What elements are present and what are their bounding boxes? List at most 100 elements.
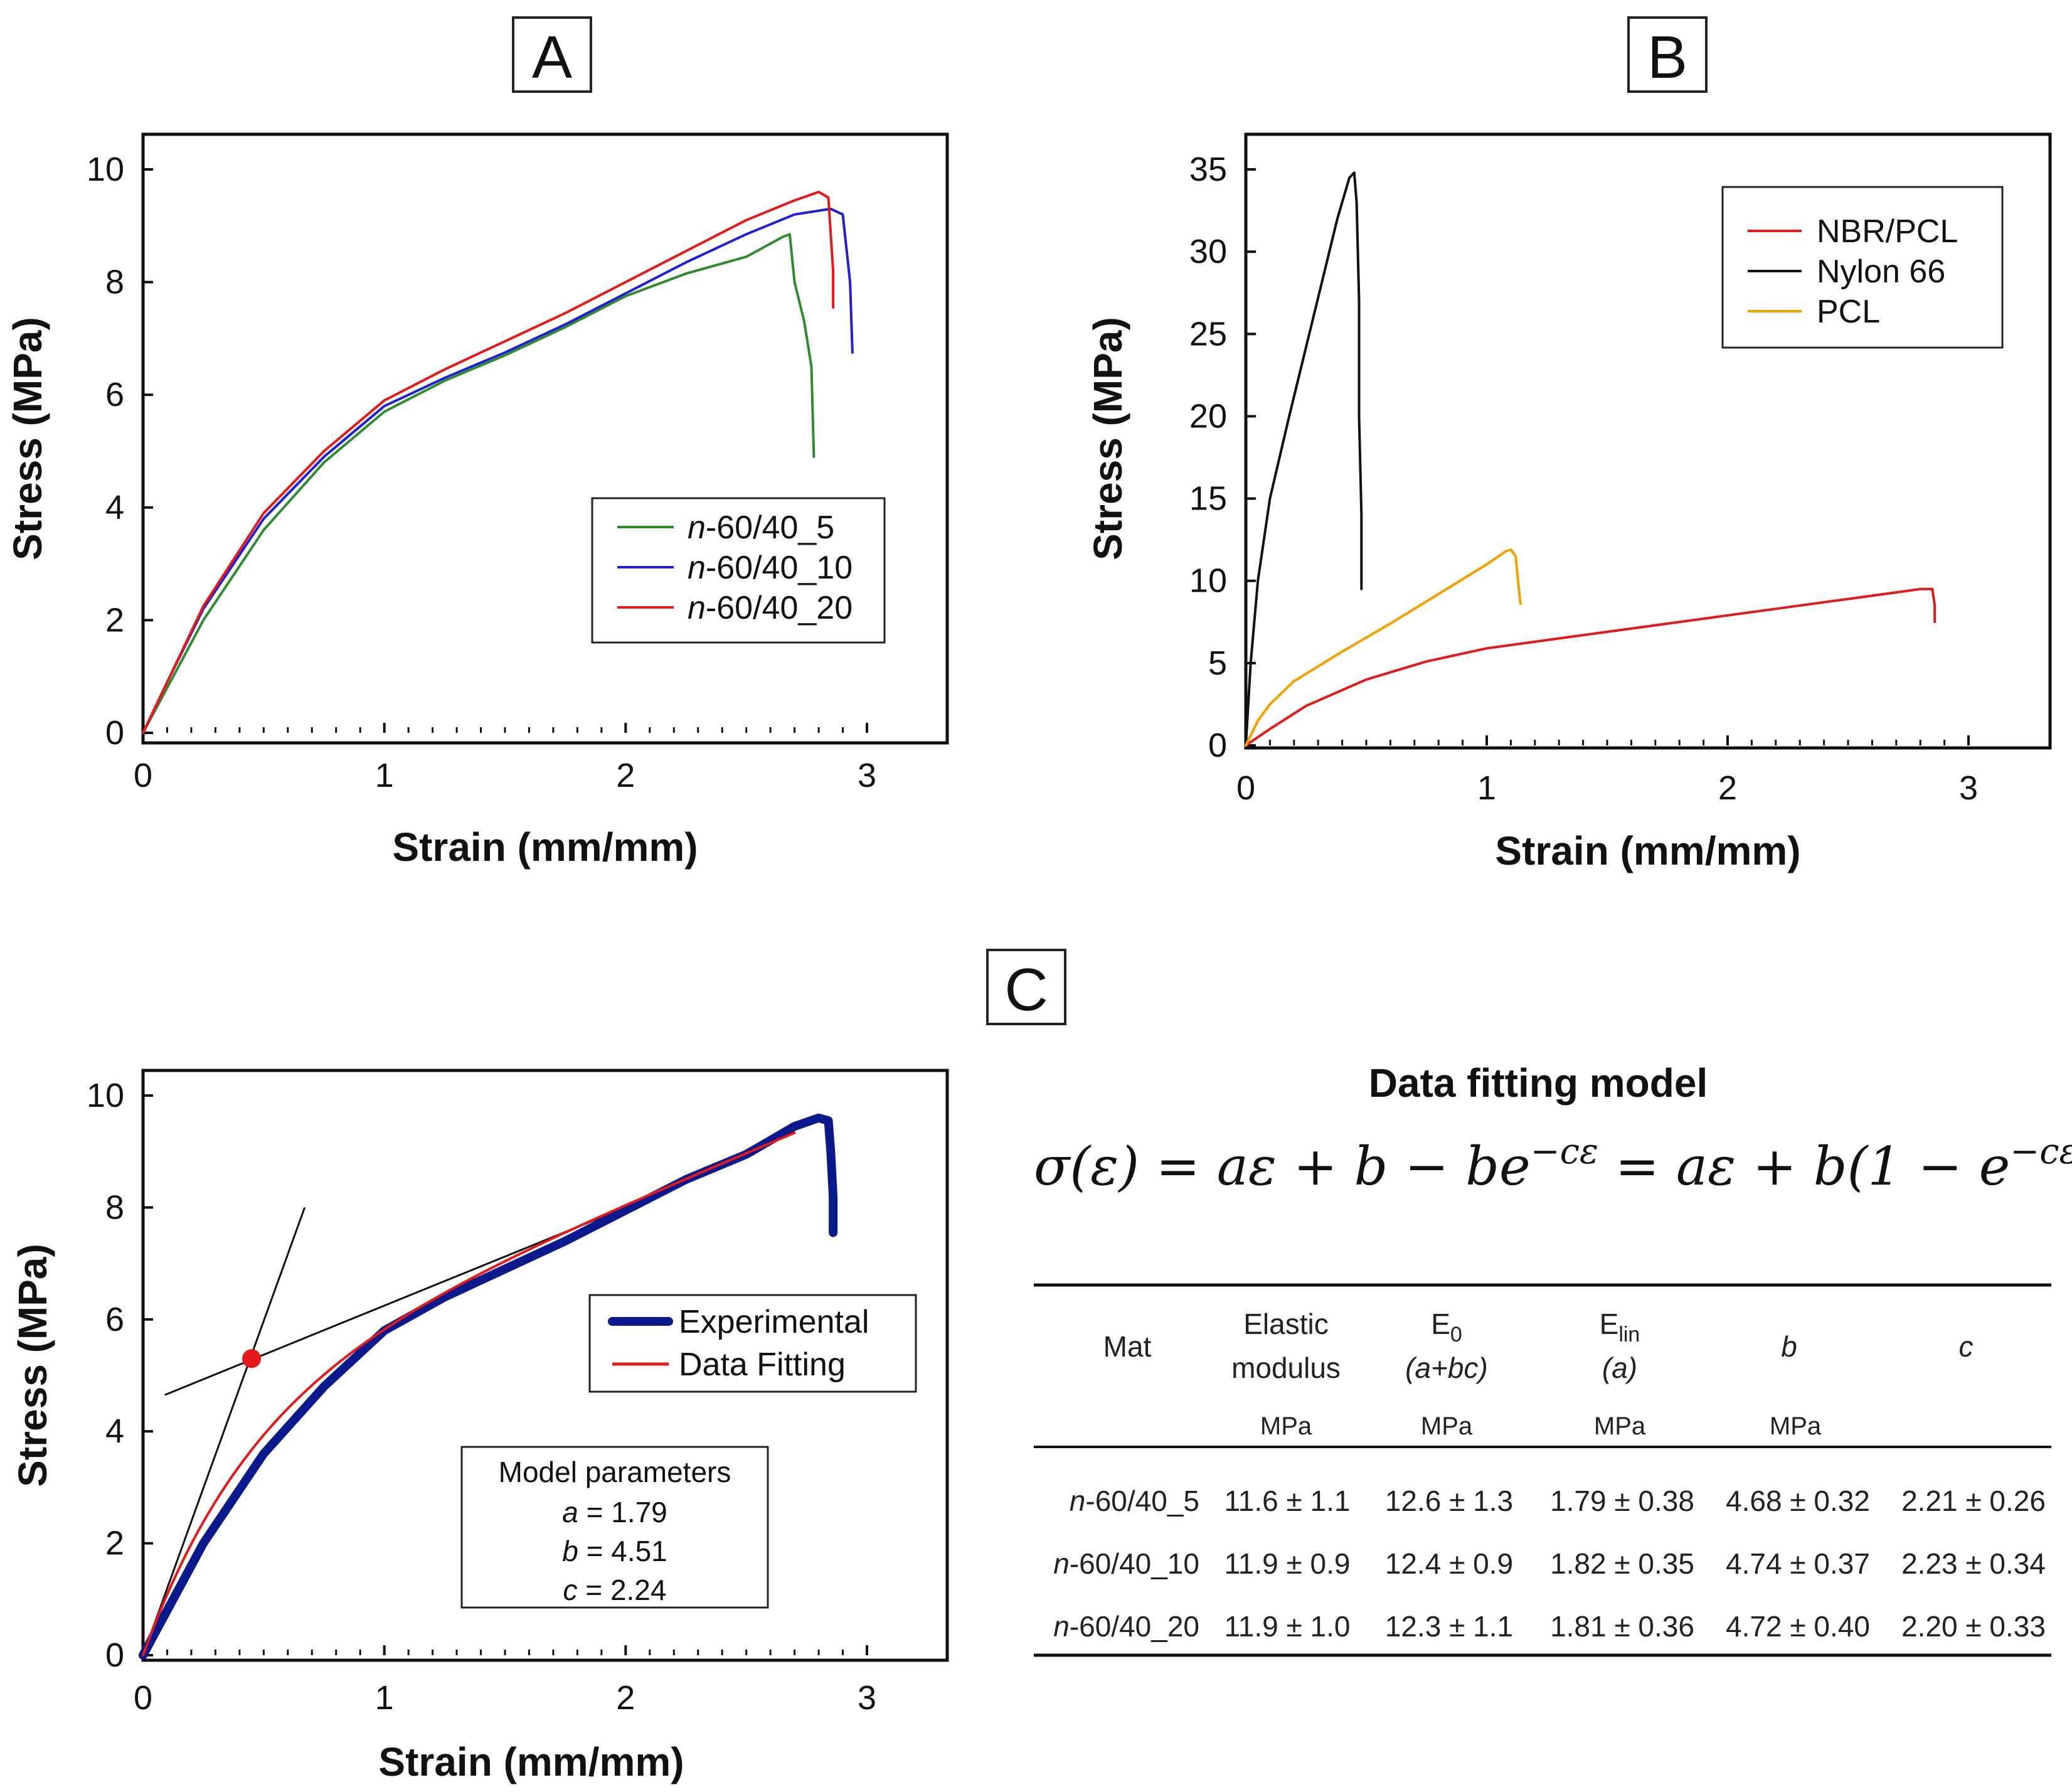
legend-a-label-1-suffix: -60/40_10	[706, 550, 853, 586]
table-unit-elastic: MPa	[1260, 1412, 1312, 1440]
legend-a-label-0-suffix: -60/40_5	[706, 509, 834, 546]
series-line-NBR/PCL	[1245, 587, 1937, 747]
intersection-marker	[242, 1349, 262, 1368]
table-row-0-name: -60/40_5	[1085, 1485, 1199, 1517]
legend-a-label-2-suffix: -60/40_20	[706, 590, 853, 626]
table-row-1-e0: 12.4 ± 0.9	[1385, 1547, 1513, 1580]
legend-a-label-1-prefix: n	[688, 550, 706, 586]
table-row-0-prefix: n	[1070, 1485, 1086, 1517]
chart-c-xlabel: Strain (mm/mm)	[378, 1739, 684, 1784]
table-row-2-b: 4.72 ± 0.40	[1726, 1610, 1870, 1643]
model-param-c: c = 2.24	[563, 1574, 667, 1606]
table-header-e0-main: E	[1431, 1308, 1450, 1340]
y-tick-label: 0	[1208, 727, 1227, 764]
legend-b-label-2: PCL	[1817, 294, 1880, 330]
table-header-e0-sub: 0	[1450, 1323, 1462, 1347]
y-tick-label: 6	[105, 376, 124, 413]
table-row-1-c: 2.23 ± 0.34	[1901, 1547, 2046, 1580]
table-header-b: b	[1781, 1330, 1797, 1363]
table-unit-b: MPa	[1770, 1412, 1822, 1440]
series-line-Data Fitting	[142, 1131, 796, 1656]
y-tick-label: 2	[105, 1525, 124, 1562]
panel-c-label-box	[986, 949, 1066, 1025]
table-header-mat: Mat	[1103, 1330, 1152, 1363]
series-line-PCL	[1245, 548, 1522, 747]
x-tick-label: 3	[1959, 769, 1978, 807]
chart-a-frame	[141, 132, 949, 745]
chart-c-lines	[139, 1113, 838, 1660]
tangent-line-1	[164, 1207, 626, 1396]
table-row-2-elin: 1.81 ± 0.36	[1550, 1610, 1694, 1643]
table-row-0-e0: 12.6 ± 1.3	[1385, 1485, 1513, 1517]
y-tick-label: 5	[1208, 644, 1227, 682]
table-row-1-b: 4.74 ± 0.37	[1726, 1547, 1870, 1580]
chart-b-legend	[1721, 186, 2004, 349]
model-param-c-name: c	[563, 1574, 578, 1606]
model-param-a-name: a	[562, 1496, 578, 1528]
chart-b-frame	[1244, 132, 2052, 750]
legend-b-label-1: Nylon 66	[1817, 253, 1945, 290]
y-tick-label: 0	[105, 714, 124, 752]
table-row-0-elastic: 11.6 ± 1.1	[1225, 1485, 1351, 1517]
panel-a-label: A	[532, 24, 572, 91]
model-param-a-value: = 1.79	[578, 1496, 667, 1528]
model-params-box	[460, 1446, 769, 1609]
panel-a-label-box	[512, 16, 592, 93]
chart-b-ylabel: Stress (MPa)	[1085, 317, 1130, 560]
table-row-1-mat: n-60/40_10	[1053, 1547, 1199, 1580]
legend-a-label-0: n-60/40_5	[688, 509, 834, 546]
fitting-title: Data fitting model	[1369, 1060, 1708, 1106]
x-tick-label: 3	[858, 757, 876, 794]
y-tick-label: 0	[105, 1636, 124, 1674]
y-tick-label: 10	[87, 151, 124, 188]
series-line-n-60/40_20	[142, 190, 835, 734]
x-tick-label: 1	[1477, 769, 1496, 807]
table-row: n-60/40_20 11.9 ± 1.0 12.3 ± 1.1 1.81 ± …	[1053, 1610, 2046, 1643]
table-header-c: c	[1959, 1330, 1974, 1363]
table-row-2-prefix: n	[1053, 1610, 1070, 1643]
chart-c-frame	[141, 1069, 949, 1662]
chart-b-lines	[1245, 171, 1937, 747]
table-header-elin-main: E	[1600, 1308, 1619, 1340]
x-tick-label: 2	[616, 757, 635, 794]
table-header-elin: Elin	[1600, 1308, 1640, 1347]
y-tick-label: 4	[105, 1412, 124, 1450]
y-tick-label: 8	[105, 264, 124, 301]
table-row-1-name: -60/40_10	[1070, 1547, 1199, 1580]
y-tick-label: 4	[105, 489, 124, 526]
y-tick-label: 10	[1189, 562, 1227, 600]
table-row-2-c: 2.20 ± 0.33	[1901, 1610, 2046, 1643]
y-tick-label: 8	[105, 1188, 124, 1226]
x-tick-label: 3	[858, 1679, 876, 1717]
chart-a-ylabel: Stress (MPa)	[5, 317, 50, 560]
equation-exponent-2: −cε	[2010, 1131, 2072, 1172]
table-row-0-mat: n-60/40_5	[1070, 1485, 1199, 1517]
x-tick-label: 0	[134, 1679, 152, 1717]
table-row-2-mat: n-60/40_20	[1053, 1610, 1199, 1643]
legend-b-label-0: NBR/PCL	[1817, 213, 1958, 250]
y-tick-label: 30	[1189, 233, 1227, 270]
y-tick-label: 10	[87, 1077, 124, 1114]
equation-part-1: σ(ε) = aε + b − be	[1034, 1136, 1531, 1197]
y-tick-label: 15	[1189, 480, 1227, 518]
y-tick-label: 25	[1189, 315, 1227, 353]
model-param-c-value: = 2.24	[578, 1574, 667, 1606]
table-header-elin-formula: (a)	[1602, 1352, 1637, 1384]
table-row: n-60/40_5 11.6 ± 1.1 12.6 ± 1.3 1.79 ± 0…	[1070, 1485, 2046, 1517]
x-tick-label: 0	[1236, 769, 1255, 807]
table-row-0-b: 4.68 ± 0.32	[1726, 1485, 1870, 1517]
table-row-2-name: -60/40_20	[1070, 1610, 1199, 1643]
y-tick-label: 20	[1189, 397, 1227, 435]
legend-a-label-2: n-60/40_20	[688, 590, 853, 626]
legend-a-label-2-prefix: n	[688, 590, 706, 626]
table-row-1-prefix: n	[1053, 1547, 1070, 1580]
series-line-n-60/40_5	[142, 233, 816, 734]
series-line-Nylon 66	[1245, 171, 1363, 747]
panel-b-label-box	[1627, 16, 1708, 93]
y-tick-label: 2	[105, 601, 124, 639]
legend-c-label-1: Data Fitting	[679, 1347, 846, 1383]
